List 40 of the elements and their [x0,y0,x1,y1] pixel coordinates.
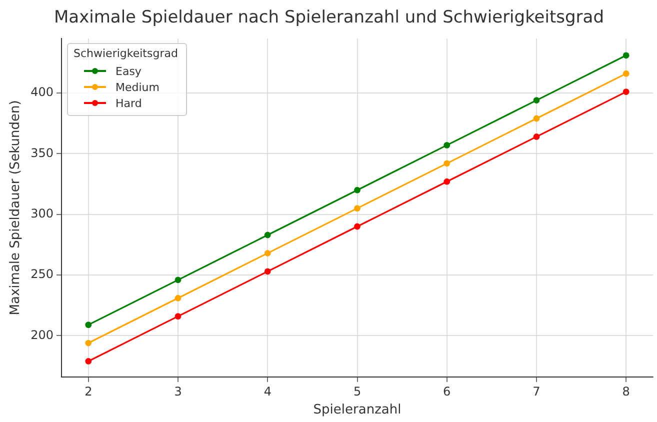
point [622,52,630,59]
point [85,358,92,364]
legend-label: Hard [116,96,142,110]
x-tick-label: 7 [532,384,540,398]
point [533,115,540,122]
y-tick-label: 300 [30,206,54,220]
y-tick-label: 350 [30,146,54,160]
x-tick-label: 5 [353,384,362,398]
point [444,142,450,148]
legend-title: Schwierigkeitsgrad [74,47,178,60]
point [264,268,271,275]
point [174,276,182,284]
y-tick-label: 250 [30,267,54,282]
x-tick-label: 4 [264,384,272,398]
point [444,160,450,167]
chart-title: Maximale Spieldauer nach Spieleranzahl und Schwierigkeitsgrad [54,8,604,28]
point [533,134,540,140]
point [622,70,630,77]
x-axis-title: Spieleranzahl [313,402,402,418]
legend-label: Medium [116,80,160,94]
y-axis-title: Maximale Spieldauer (Sekunden) [8,100,24,316]
point [354,186,360,194]
point [85,340,92,346]
point [533,97,540,104]
x-tick-label: 2 [84,384,92,398]
x-tick-label: 6 [443,384,451,398]
x-tick-label: 8 [622,384,630,398]
point [444,178,450,185]
point [354,223,360,230]
point [622,88,630,95]
point [174,313,182,320]
x-tick-label: 3 [174,384,182,398]
point [264,232,271,238]
legend-label: Easy [116,64,142,78]
point [85,322,92,328]
y-tick-label: 400 [30,85,54,100]
y-tick-label: 200 [30,328,54,342]
point [354,205,360,212]
point [174,294,182,302]
point [264,250,271,256]
